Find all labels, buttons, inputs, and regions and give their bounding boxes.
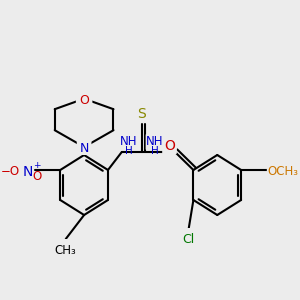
Text: N: N	[23, 164, 33, 178]
FancyBboxPatch shape	[55, 239, 77, 255]
Text: S: S	[138, 106, 146, 121]
Text: +: +	[33, 161, 40, 170]
Text: O: O	[164, 139, 175, 152]
FancyBboxPatch shape	[77, 139, 92, 155]
FancyBboxPatch shape	[146, 134, 168, 150]
Text: Cl: Cl	[183, 233, 195, 246]
Text: N: N	[80, 142, 89, 155]
Text: H: H	[151, 146, 159, 156]
Text: NH: NH	[146, 135, 164, 148]
FancyBboxPatch shape	[180, 228, 198, 244]
Text: H: H	[125, 146, 133, 156]
Text: −O: −O	[1, 165, 20, 178]
FancyBboxPatch shape	[116, 134, 138, 150]
Text: NH: NH	[120, 135, 138, 148]
FancyBboxPatch shape	[267, 162, 300, 178]
Text: CH₃: CH₃	[55, 244, 76, 257]
FancyBboxPatch shape	[76, 91, 92, 107]
Text: OCH₃: OCH₃	[268, 165, 299, 178]
Text: O: O	[79, 94, 89, 107]
FancyBboxPatch shape	[6, 162, 34, 178]
FancyBboxPatch shape	[162, 138, 177, 154]
Text: O: O	[33, 170, 42, 183]
FancyBboxPatch shape	[135, 106, 149, 122]
